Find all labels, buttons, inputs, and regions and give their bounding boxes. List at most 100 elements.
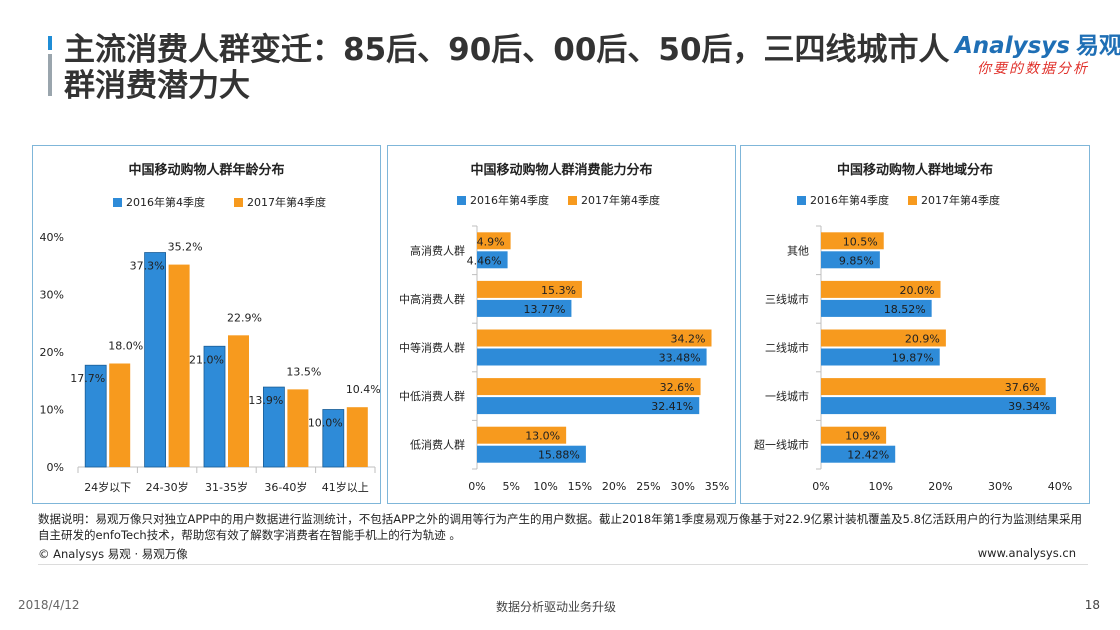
x-tick-label: 24岁以下: [84, 480, 131, 494]
data-label-2016: 10.0%: [308, 417, 343, 430]
bar-2017: [477, 280, 582, 298]
data-label-2016: 13.9%: [248, 394, 283, 407]
bar-2016: [262, 386, 285, 468]
legend-swatch-2016: [457, 196, 466, 205]
data-label-2016: 19.87%: [892, 352, 934, 365]
data-label-2016: 9.85%: [839, 254, 874, 267]
region-chart-svg: 中国移动购物人群地域分布 2016年第4季度 2017年第4季度 0% 10% 20% 30…: [754, 162, 1072, 493]
bar-2017: [346, 407, 368, 467]
logo-tagline: 你要的数据分析: [977, 61, 1089, 77]
spending-power-chart: 中国移动购物人群消费能力分布 2016年第4季度 2017年第4季度 0% 5% 10% 1…: [387, 145, 736, 504]
data-label-2017: 22.9%: [227, 311, 262, 324]
y-tick-label: 低消费人群: [410, 438, 465, 452]
x-tick-label: 5%: [503, 480, 520, 493]
legend-label-2016: 2016年第4季度: [470, 193, 549, 207]
data-label-2016: 18.52%: [884, 303, 926, 316]
bar-2017: [821, 280, 941, 298]
legend-label-2016: 2016年第4季度: [810, 193, 889, 207]
x-tick-label: 31-35岁: [205, 480, 248, 494]
y-tick-label: 40%: [40, 231, 64, 244]
title-accent-bar: [48, 36, 56, 96]
x-tick-label: 40%: [1048, 480, 1072, 493]
legend-label-2017: 2017年第4季度: [581, 193, 660, 207]
y-tick-label: 中低消费人群: [399, 389, 465, 403]
data-label-2017: 35.2%: [168, 241, 203, 254]
logo-brand: Analysys: [955, 33, 1070, 59]
bar-2017: [228, 335, 249, 467]
y-tick-label: 其他: [787, 244, 809, 257]
data-label-2016: 32.41%: [651, 400, 693, 413]
y-tick-label: 高消费人群: [410, 243, 465, 257]
x-tick-label: 0%: [468, 480, 485, 493]
data-label-2017: 15.3%: [541, 284, 576, 297]
bar-2016: [821, 299, 932, 317]
footer-slogan: 数据分析驱动业务升级: [496, 600, 617, 614]
bar-2017: [477, 232, 511, 250]
data-label-2017: 10.9%: [845, 430, 880, 443]
bar-2017: [287, 389, 309, 467]
data-label-2017: 34.2%: [671, 333, 706, 346]
legend-swatch-2017: [568, 196, 577, 205]
legend-label-2017: 2017年第4季度: [921, 193, 1000, 207]
logo-brand-cn: 易观: [1075, 33, 1120, 59]
age-chart-svg: 中国移动购物人群年龄分布 2016年第4季度 2017年第4季度 0% 10% 20% 30…: [40, 162, 380, 494]
chart-title: 中国移动购物人群年龄分布: [128, 162, 284, 178]
x-tick-label: 41岁以上: [322, 480, 369, 494]
x-tick-label: 20%: [602, 480, 626, 493]
bar-2016: [821, 445, 896, 463]
x-tick-label: 24-30岁: [146, 480, 189, 494]
bar-2017: [821, 426, 887, 444]
bar-2016: [322, 409, 345, 468]
data-label-2017: 10.4%: [346, 383, 380, 396]
data-label-2016: 21.0%: [189, 353, 224, 366]
bar-2016: [821, 397, 1057, 415]
legend-swatch-2017: [908, 196, 917, 205]
y-tick-label: 中等消费人群: [399, 341, 465, 355]
legend-label-2016: 2016年第4季度: [126, 195, 205, 209]
x-tick-label: 15%: [568, 480, 592, 493]
bar-2016: [144, 252, 166, 468]
bar-2016: [477, 251, 508, 269]
y-tick-label: 超一线城市: [754, 438, 809, 452]
bar-2017: [821, 378, 1046, 396]
x-tick-label: 25%: [636, 480, 660, 493]
data-label-2016: 12.42%: [847, 449, 889, 462]
y-tick-label: 0%: [47, 461, 64, 474]
y-tick-label: 一线城市: [765, 389, 809, 403]
data-label-2017: 32.6%: [660, 381, 695, 394]
bar-2017: [821, 329, 946, 347]
bar-2016: [477, 397, 700, 415]
x-tick-label: 10%: [533, 480, 557, 493]
bar-2017: [168, 264, 190, 467]
data-note: 数据说明：易观万像只对独立APP中的用户数据进行监测统计，不包括APP之外的调用…: [38, 512, 1082, 542]
data-label-2017: 20.9%: [905, 333, 940, 346]
x-tick-label: 30%: [670, 480, 694, 493]
region-distribution-chart: 中国移动购物人群地域分布 2016年第4季度 2017年第4季度 0% 10% 20% 30…: [740, 145, 1090, 504]
footer-divider: [38, 564, 1088, 565]
bar-2017: [477, 378, 701, 396]
chart-title: 中国移动购物人群消费能力分布: [470, 162, 652, 178]
bar-2017: [109, 363, 131, 467]
data-label-2016: 4.46%: [467, 254, 502, 267]
data-label-2016: 13.77%: [523, 303, 565, 316]
spending-chart-svg: 中国移动购物人群消费能力分布 2016年第4季度 2017年第4季度 0% 5% 10% 1…: [399, 162, 729, 493]
data-label-2016: 17.7%: [70, 372, 105, 385]
x-tick-label: 20%: [928, 480, 952, 493]
website-link[interactable]: www.analysys.cn: [977, 546, 1076, 560]
bar-2016: [477, 348, 707, 366]
bar-2017: [477, 426, 567, 444]
data-label-2017: 4.9%: [477, 235, 505, 248]
report-date: 2018/4/12: [18, 598, 80, 612]
y-tick-label: 中高消费人群: [399, 292, 465, 306]
data-label-2017: 10.5%: [843, 235, 878, 248]
data-label-2017: 13.0%: [525, 430, 560, 443]
legend-swatch-2017: [234, 198, 243, 207]
data-label-2017: 13.5%: [286, 365, 321, 378]
bar-2016: [203, 345, 226, 468]
analysys-logo: Analysys 易观 你要的数据分析: [955, 26, 1120, 77]
bar-2016: [477, 299, 572, 317]
y-tick-label: 三线城市: [765, 292, 809, 306]
legend-swatch-2016: [113, 198, 122, 207]
x-tick-label: 10%: [869, 480, 893, 493]
data-label-2016: 39.34%: [1008, 400, 1050, 413]
